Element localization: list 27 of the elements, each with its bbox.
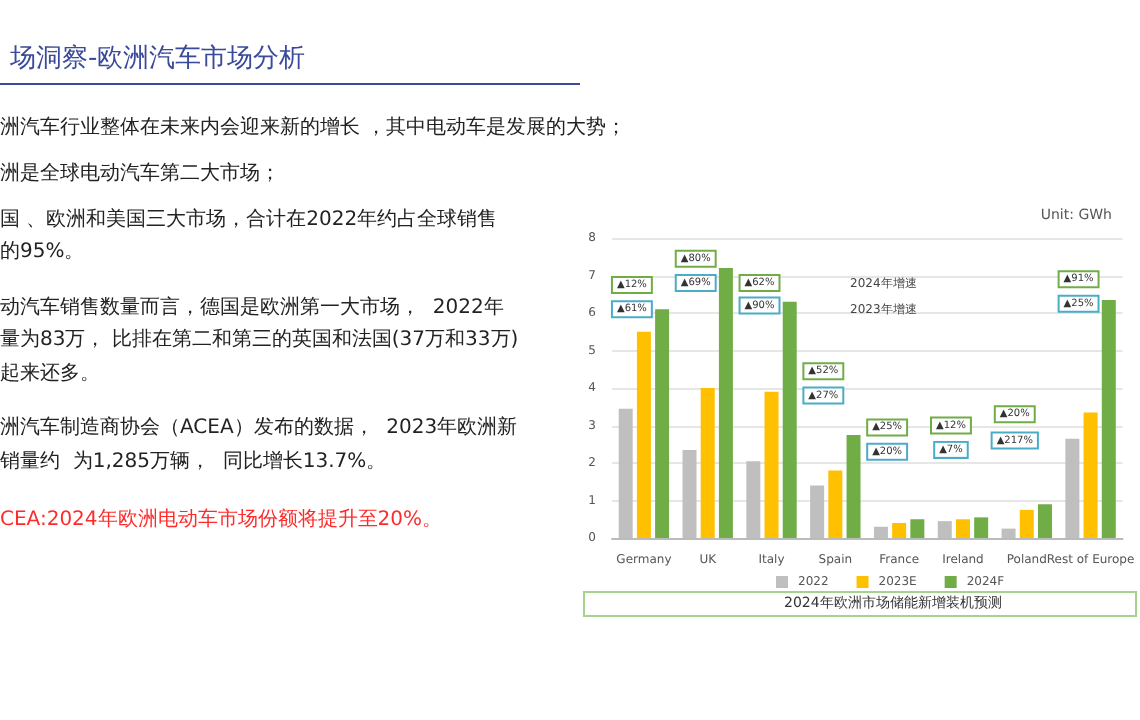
- bar: [1101, 299, 1116, 538]
- bar: [974, 517, 989, 538]
- bar: [782, 301, 797, 538]
- bar: [1037, 504, 1052, 538]
- bar: [1083, 412, 1098, 538]
- text: 洲汽车行业整体在未来内会迎来新的增长 ，其中电动车是发展的大势；: [0, 115, 627, 139]
- text: 销量约 为1,285万辆， 同比增长13.7%。: [0, 449, 387, 473]
- text: 量为83万， 比排在第二和第三的英国和法国(37万和33万): [0, 327, 519, 351]
- text: 场洞察-欧洲汽车市场分析: [8, 42, 306, 74]
- text: 洲汽车制造商协会（ACEA）发布的数据， 2023年欧洲新: [0, 415, 518, 439]
- bar: [1019, 509, 1034, 538]
- text: 洲是全球电动汽车第二大市场；: [0, 161, 280, 185]
- bar: [892, 523, 907, 538]
- text: CEA:2024年欧洲电动车市场份额将提升至20%。: [0, 507, 443, 531]
- bar: [718, 268, 733, 538]
- bar: [910, 519, 925, 538]
- bar: [655, 309, 670, 538]
- text: 动汽车销售数量而言，德国是欧洲第一大市场， 2022年: [0, 295, 504, 319]
- bar: [846, 434, 861, 538]
- bar: [955, 519, 970, 538]
- bar: [828, 470, 843, 538]
- bar: [700, 388, 715, 538]
- bar: [764, 391, 779, 538]
- bar: [636, 331, 651, 538]
- text: 国 、欧洲和美国三大市场，合计在2022年约占全球销售: [0, 207, 498, 231]
- text: 起来还多。: [0, 361, 100, 385]
- text: 的95%。: [0, 241, 85, 263]
